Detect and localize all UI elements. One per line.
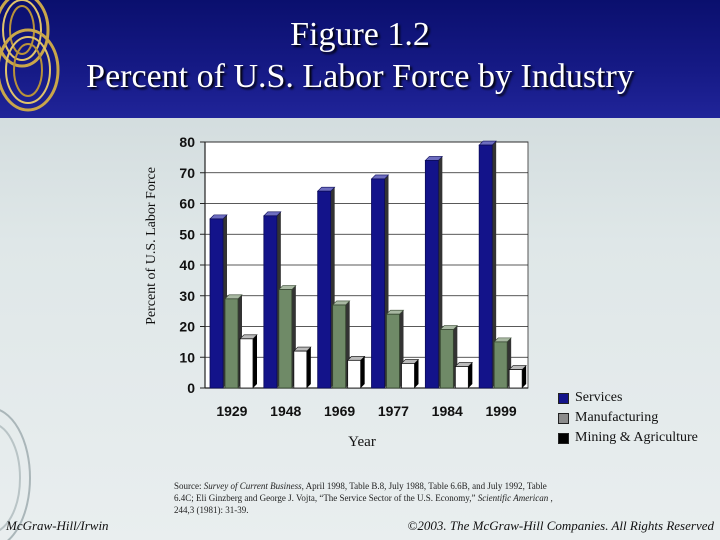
bar-manufacturing-1977 xyxy=(386,313,400,389)
legend-swatch-mining xyxy=(558,432,569,444)
bar-side-mining xyxy=(360,356,365,388)
bar-side-mining xyxy=(253,334,257,388)
bar-manufacturing-1929 xyxy=(224,298,239,389)
x-tick-label: 1984 xyxy=(432,403,463,419)
bar-services-1984 xyxy=(424,160,439,389)
chart-legend: Services Manufacturing Mining & Agricult… xyxy=(558,388,698,448)
bar-side-mining xyxy=(522,365,527,388)
gold-rings-logo xyxy=(0,0,60,112)
bar-manufacturing-1984 xyxy=(439,329,454,389)
y-tick-label: 80 xyxy=(179,134,195,150)
source-text-2: , 244,3 (1981): 31-39. xyxy=(174,493,553,515)
legend-item-services: Services xyxy=(558,388,698,408)
legend-swatch-services xyxy=(558,392,569,404)
legend-swatch-manufacturing xyxy=(558,412,569,424)
chart-bars xyxy=(209,140,527,389)
y-tick-label: 30 xyxy=(179,288,195,304)
y-tick-label: 10 xyxy=(179,349,195,365)
bar-manufacturing-1969 xyxy=(332,304,347,389)
bar-side-mining xyxy=(468,362,473,388)
source-publication-2: Scientific American xyxy=(477,493,549,503)
y-tick-label: 60 xyxy=(179,196,195,212)
bar-side-mining xyxy=(306,347,311,388)
source-citation: Source: Survey of Current Business, Apri… xyxy=(174,480,554,516)
bar-services-1929 xyxy=(209,218,224,389)
bar-side-mining xyxy=(414,359,419,388)
footer-copyright: ©2003. The McGraw-Hill Companies. All Ri… xyxy=(407,518,714,533)
y-axis-label: Percent of U.S. Labor Force xyxy=(144,167,159,325)
bar-mining-1999 xyxy=(508,369,523,389)
bar-mining-1977 xyxy=(401,362,415,389)
bar-manufacturing-1948 xyxy=(278,289,293,389)
x-tick-labels: 1929 1948 1969 1977 1984 1999 xyxy=(216,403,517,419)
source-text-1: April 1998, Table B.8, July 1988, Table … xyxy=(174,481,547,503)
legend-label-mining: Mining & Agriculture xyxy=(575,430,698,445)
y-tick-label: 0 xyxy=(187,380,195,396)
bar-mining-1969 xyxy=(347,359,362,389)
bar-services-1948 xyxy=(263,215,278,389)
x-tick-label: 1948 xyxy=(270,403,301,419)
bar-services-1999 xyxy=(478,144,493,389)
legend-item-manufacturing: Manufacturing xyxy=(558,408,698,428)
x-tick-label: 1977 xyxy=(378,403,409,419)
legend-label-services: Services xyxy=(575,390,623,405)
legend-label-manufacturing: Manufacturing xyxy=(575,410,659,425)
x-tick-label: 1929 xyxy=(216,403,247,419)
bar-mining-1948 xyxy=(293,350,308,389)
decorative-swoosh xyxy=(0,409,31,540)
legend-item-mining: Mining & Agriculture xyxy=(558,428,698,448)
footer-publisher: McGraw-Hill/Irwin xyxy=(6,518,109,533)
source-prefix: Source: xyxy=(174,481,204,491)
bar-side-services xyxy=(492,141,497,388)
bar-mining-1929 xyxy=(239,338,254,389)
bar-services-1969 xyxy=(317,190,332,389)
x-axis-label: Year xyxy=(348,434,376,450)
header-band: Figure 1.2 Percent of U.S. Labor Force b… xyxy=(0,0,720,118)
chart-axes xyxy=(200,141,528,389)
y-tick-label: 50 xyxy=(179,226,195,242)
y-tick-label: 70 xyxy=(179,165,195,181)
title-line-2: Percent of U.S. Labor Force by Industry xyxy=(86,58,634,95)
y-tick-labels: 0 10 20 30 40 50 60 70 80 xyxy=(179,134,195,396)
source-publication-1: Survey of Current Business, xyxy=(203,481,304,491)
y-tick-label: 20 xyxy=(179,319,195,335)
title-line-1: Figure 1.2 xyxy=(290,16,430,53)
x-tick-label: 1999 xyxy=(486,403,517,419)
y-tick-label: 40 xyxy=(179,257,195,273)
bar-mining-1984 xyxy=(454,366,469,389)
bar-services-1977 xyxy=(371,178,385,389)
bar-manufacturing-1999 xyxy=(493,341,508,389)
x-tick-label: 1969 xyxy=(324,403,355,419)
